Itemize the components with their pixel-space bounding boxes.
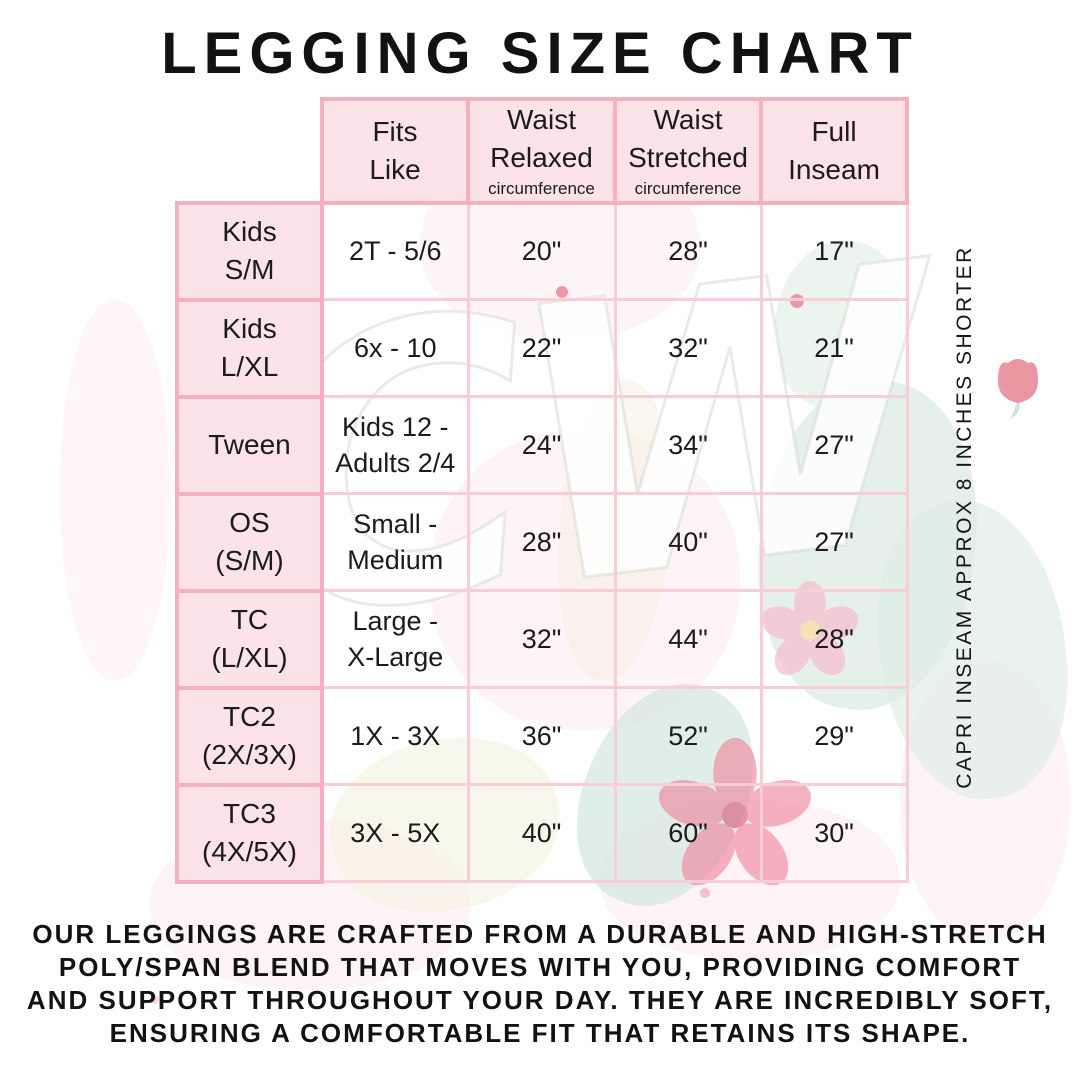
row-header-size: TC (L/XL) — [175, 588, 324, 690]
row-header-size: Kids S/M — [175, 200, 324, 302]
watermark-dot — [700, 888, 710, 898]
size-chart-table: Fits Like Waist Relaxed circumference Wai… — [175, 97, 909, 884]
cell-waist-relaxed: 28" — [466, 492, 617, 593]
cell-waist-stretched: 40" — [613, 492, 763, 593]
col-header-label: Full Inseam — [788, 115, 880, 185]
cell-waist-stretched: 52" — [613, 686, 763, 787]
cell-full-inseam: 27" — [759, 395, 909, 496]
cell-fits-like: 1X - 3X — [320, 686, 470, 787]
cell-full-inseam: 29" — [759, 686, 909, 787]
cell-fits-like: 6x - 10 — [320, 298, 470, 399]
cell-full-inseam: 27" — [759, 492, 909, 593]
cell-fits-like: Kids 12 - Adults 2/4 — [320, 395, 470, 496]
cell-waist-stretched: 28" — [613, 201, 763, 302]
page-title: LEGGING SIZE CHART — [161, 21, 919, 86]
cell-waist-relaxed: 40" — [466, 783, 617, 884]
cell-full-inseam: 30" — [759, 783, 909, 884]
cell-full-inseam: 21" — [759, 298, 909, 399]
row-header-size: Kids L/XL — [175, 297, 324, 399]
watermark-blush-wash — [900, 660, 1070, 940]
col-header-label: Waist Relaxed — [490, 104, 593, 173]
cell-fits-like: Small - Medium — [320, 492, 470, 593]
description-line: ENSURING A COMFORTABLE FIT THAT RETAINS … — [109, 1018, 971, 1048]
col-header-label: Waist Stretched — [628, 104, 748, 173]
col-header-waist-relaxed: Waist Relaxed circumference — [466, 97, 617, 205]
row-header-size: TC2 (2X/3X) — [175, 685, 324, 787]
red-tulip-graphic — [998, 359, 1038, 419]
corner-cell — [177, 99, 322, 203]
description-line: OUR LEGGINGS ARE CRAFTED FROM A DURABLE … — [32, 919, 1048, 949]
description-line: AND SUPPORT THROUGHOUT YOUR DAY. THEY AR… — [26, 985, 1054, 1015]
cell-waist-stretched: 44" — [613, 589, 763, 690]
table-row: Tween Kids 12 - Adults 2/4 24" 34" 27" — [175, 394, 909, 496]
col-header-fits-like: Fits Like — [320, 97, 470, 205]
row-header-size: TC3 (4X/5X) — [175, 782, 324, 884]
table-row: Kids S/M 2T - 5/6 20" 28" 17" — [175, 200, 909, 302]
description-paragraph: OUR LEGGINGS ARE CRAFTED FROM A DURABLE … — [0, 918, 1080, 1050]
cell-waist-relaxed: 22" — [466, 298, 617, 399]
col-header-sub: circumference — [488, 178, 595, 198]
cell-fits-like: 3X - 5X — [320, 783, 470, 884]
table-row: TC2 (2X/3X) 1X - 3X 36" 52" 29" — [175, 685, 909, 787]
table-row: OS (S/M) Small - Medium 28" 40" 27" — [175, 491, 909, 593]
col-header-sub: circumference — [634, 178, 742, 198]
cell-waist-stretched: 34" — [613, 395, 763, 496]
row-header-size: Tween — [175, 394, 324, 496]
cell-waist-relaxed: 32" — [466, 589, 617, 690]
cell-waist-stretched: 32" — [613, 298, 763, 399]
col-header-label: Fits Like — [369, 115, 421, 185]
col-header-full-inseam: Full Inseam — [759, 97, 909, 205]
row-header-size: OS (S/M) — [175, 491, 324, 593]
cell-full-inseam: 28" — [759, 589, 909, 690]
table-row: TC3 (4X/5X) 3X - 5X 40" 60" 30" — [175, 782, 909, 884]
cell-waist-relaxed: 36" — [466, 686, 617, 787]
watermark-blush-wash — [60, 300, 170, 680]
table-row: TC (L/XL) Large - X-Large 32" 44" 28" — [175, 588, 909, 690]
description-line: POLY/SPAN BLEND THAT MOVES WITH YOU, PRO… — [58, 952, 1022, 982]
capri-inseam-note: CAPRI INSEAM APPROX 8 INCHES SHORTER — [953, 245, 976, 789]
col-header-waist-stretched: Waist Stretched circumference — [613, 97, 763, 205]
cell-fits-like: Large - X-Large — [320, 589, 470, 690]
table-row: Kids L/XL 6x - 10 22" 32" 21" — [175, 297, 909, 399]
cell-fits-like: 2T - 5/6 — [320, 201, 470, 302]
cell-waist-stretched: 60" — [613, 783, 763, 884]
header-row: Fits Like Waist Relaxed circumference Wai… — [177, 97, 909, 205]
cell-full-inseam: 17" — [759, 201, 909, 302]
cell-waist-relaxed: 24" — [466, 395, 617, 496]
cell-waist-relaxed: 20" — [466, 201, 617, 302]
